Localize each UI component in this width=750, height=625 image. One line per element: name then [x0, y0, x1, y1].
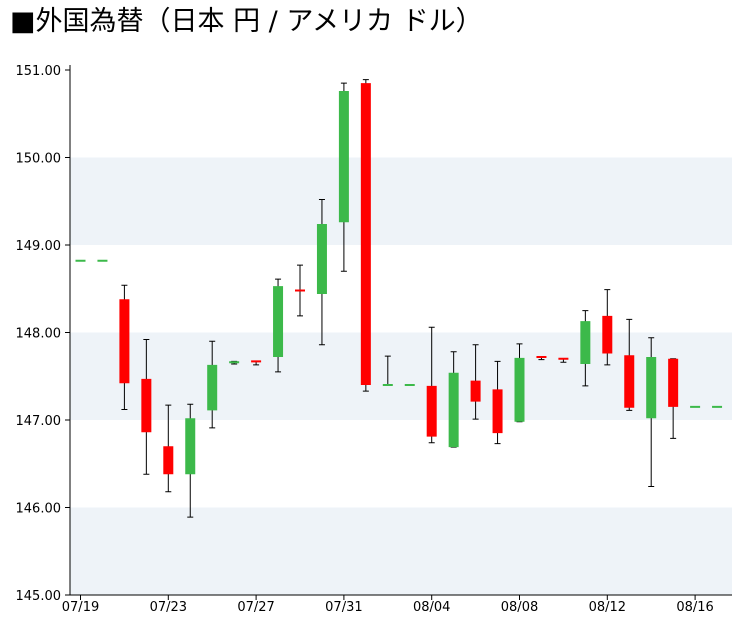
x-tick-label: 08/04	[413, 600, 450, 615]
candle-body	[668, 358, 679, 407]
background-bands	[70, 157, 732, 595]
candles	[75, 79, 723, 518]
candle	[360, 79, 371, 392]
x-tick-label: 08/08	[501, 600, 538, 615]
candle	[273, 278, 284, 373]
candle-body	[251, 360, 262, 363]
candle	[514, 343, 525, 423]
candle-body	[382, 384, 393, 386]
candle	[207, 340, 218, 429]
candle	[119, 284, 130, 410]
y-tick-label: 148.00	[16, 327, 62, 342]
candle	[602, 289, 613, 366]
y-tick-label: 150.00	[16, 152, 62, 167]
candle-body	[229, 361, 240, 364]
candle	[470, 344, 481, 420]
grid-band	[70, 507, 732, 595]
candle-body	[602, 315, 613, 354]
candle-body	[580, 321, 591, 364]
candle-body	[119, 299, 130, 384]
candle	[163, 404, 174, 493]
candle-body	[295, 289, 305, 292]
candle-body	[338, 91, 349, 223]
candle-body	[514, 357, 525, 422]
candle-body	[141, 378, 152, 433]
candle	[382, 355, 393, 386]
candle-body	[185, 418, 196, 475]
y-tick-label: 149.00	[16, 239, 62, 254]
candle	[316, 199, 327, 346]
candle-body	[690, 405, 701, 408]
candle-body	[75, 259, 86, 262]
candle	[141, 339, 152, 475]
candle	[185, 403, 196, 518]
candle-body	[448, 372, 459, 448]
candle	[646, 337, 657, 487]
candle	[580, 310, 591, 387]
y-tick-label: 146.00	[16, 502, 62, 517]
candle-body	[316, 224, 327, 294]
candle	[338, 82, 349, 272]
x-tick-label: 08/12	[589, 600, 626, 615]
x-tick-label: 07/27	[237, 600, 274, 615]
grid-band	[70, 157, 732, 245]
candle	[75, 259, 86, 262]
tick-labels: 145.00 146.00 147.00 148.00 149.00 150.00 151.…	[16, 64, 714, 615]
x-tick-label: 07/19	[62, 600, 99, 615]
axes	[65, 65, 732, 600]
y-tick-label: 151.00	[16, 64, 62, 79]
candle-body	[536, 356, 547, 358]
candle-body	[207, 364, 218, 411]
candle	[712, 405, 723, 408]
candle	[404, 384, 415, 386]
candle-body	[404, 384, 415, 386]
candle-body	[646, 357, 657, 419]
candle-body	[426, 385, 437, 437]
grid-band	[70, 332, 732, 420]
x-tick-label: 07/23	[150, 600, 187, 615]
candle	[492, 360, 503, 445]
candle-body	[624, 355, 635, 408]
candle	[690, 405, 701, 408]
candle-body	[360, 83, 371, 385]
x-tick-label: 07/31	[325, 600, 362, 615]
candle-body	[492, 389, 503, 434]
candle	[229, 360, 240, 365]
candle-body	[163, 446, 174, 475]
candle-body	[470, 380, 481, 402]
candle	[251, 360, 262, 366]
chart-title: ■外国為替（日本 円 / アメリカ ドル）	[10, 6, 483, 37]
candle-body	[712, 405, 723, 408]
candle	[624, 318, 635, 411]
candle	[295, 264, 305, 317]
candle-body	[97, 259, 108, 262]
candle	[536, 356, 547, 361]
candle	[668, 358, 679, 439]
candle	[97, 259, 108, 262]
y-tick-label: 147.00	[16, 414, 62, 429]
x-tick-label: 08/16	[676, 600, 713, 615]
y-tick-label: 145.00	[16, 589, 62, 604]
candle	[448, 351, 459, 448]
candle-body	[558, 357, 569, 360]
candle	[426, 326, 437, 444]
candle	[558, 357, 569, 363]
candle-body	[273, 286, 284, 357]
